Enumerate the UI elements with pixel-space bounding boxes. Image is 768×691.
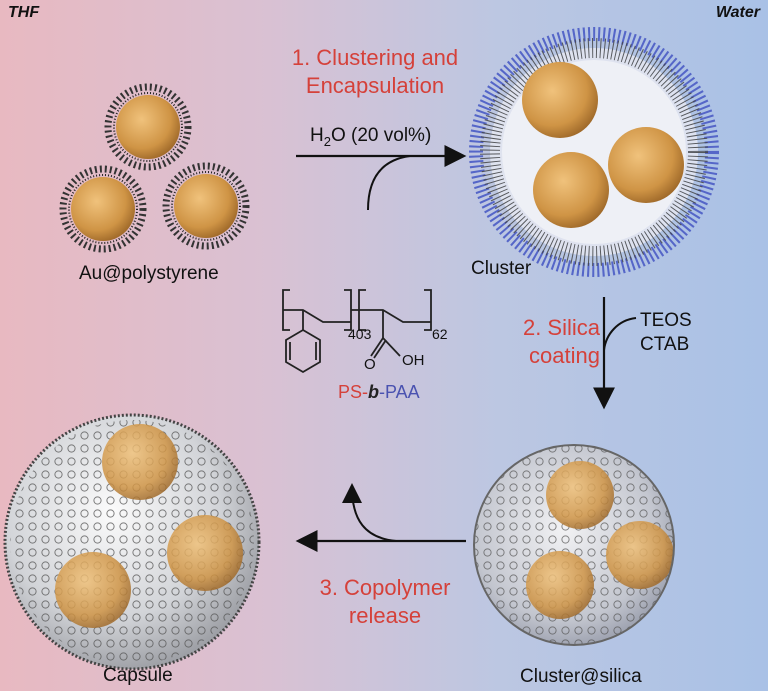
cluster-label: Cluster — [471, 258, 532, 279]
polymer-structure — [282, 289, 432, 374]
au-particle-left — [59, 165, 147, 253]
cluster-particle — [469, 27, 719, 277]
solvent-thf-label: THF — [8, 4, 40, 21]
step3-label: 3. Copolymer release — [300, 574, 470, 630]
polymer-name-ps: PS- — [338, 382, 369, 402]
au-particle-top — [104, 83, 192, 171]
reagent-teos: TEOS — [640, 310, 692, 331]
reagent-ctab: CTAB — [640, 334, 690, 355]
polymer-name: PS-b-PAA — [338, 382, 420, 403]
step2-arrow — [593, 297, 637, 410]
capsule-label: Capsule — [103, 665, 173, 686]
ps-subscript: 403 — [348, 326, 372, 342]
carbonyl-oxygen: O — [364, 356, 376, 373]
condition-prefix: H — [310, 125, 324, 146]
solvent-water-label: Water — [715, 4, 760, 21]
capsule-particle — [3, 413, 261, 671]
step2-line1: 2. Silica — [522, 315, 600, 340]
step2-label: 2. Silica coating — [508, 314, 600, 370]
paa-subscript: 62 — [432, 326, 448, 342]
cluster-silica-label: Cluster@silica — [520, 666, 642, 687]
condition-sub: 2 — [323, 133, 331, 149]
step1-line2: Encapsulation — [305, 73, 445, 98]
step1-condition: H2O (20 vol%) — [310, 125, 431, 149]
au-particle-right — [162, 162, 250, 250]
step3-arrow — [295, 483, 466, 552]
step1-label: 1. Clustering and Encapsulation — [245, 44, 505, 100]
polymer-name-paa: -PAA — [379, 382, 420, 402]
polymer-name-b: b — [368, 382, 380, 402]
au-polystyrene-label: Au@polystyrene — [79, 263, 219, 284]
hydroxyl-group: OH — [402, 352, 425, 369]
step2-line2: coating — [529, 343, 600, 368]
cluster-silica-particle — [473, 444, 675, 646]
step2-reagents: TEOS CTAB — [640, 309, 692, 357]
step1-line1: 1. Clustering and — [291, 45, 459, 70]
condition-suffix: O (20 vol%) — [330, 125, 432, 146]
step3-line2: release — [348, 603, 422, 628]
step1-arrow — [296, 145, 467, 211]
step3-line1: 3. Copolymer — [319, 575, 451, 600]
